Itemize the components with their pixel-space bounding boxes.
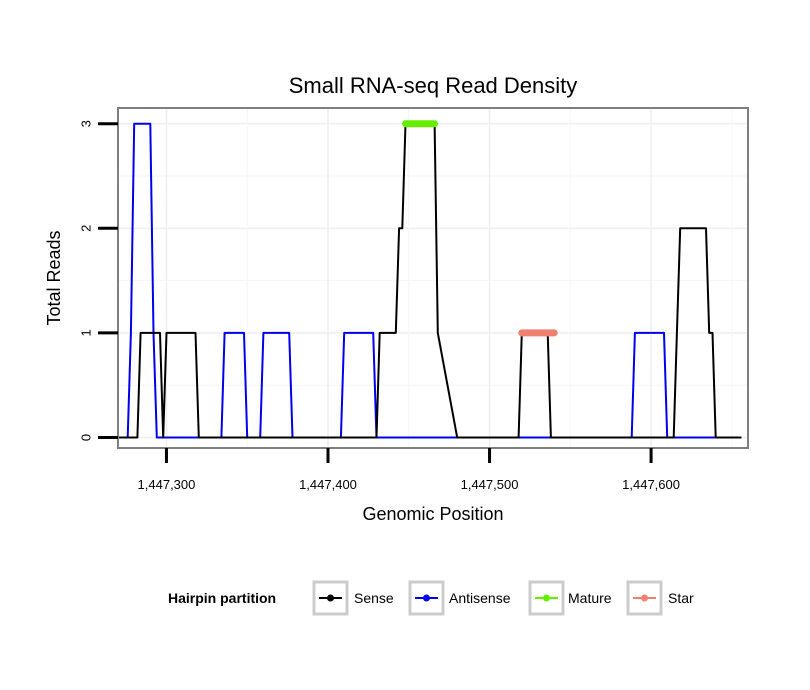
y-tick-label: 1 [78,329,93,336]
grid-lines [118,108,748,448]
chart-title: Small RNA-seq Read Density [289,73,578,98]
legend-label: Star [668,590,694,606]
y-axis-title: Total Reads [44,230,64,325]
legend-item-star: Star [626,580,694,616]
x-tick-label: 1,447,600 [622,477,680,492]
legend-label: Mature [568,590,612,606]
legend-key-dot [423,594,430,602]
legend-title: Hairpin partition [168,590,276,606]
plot-panel [118,108,748,448]
legend: Hairpin partition Sense Antisense Mature St… [168,580,694,616]
x-axis: 1,447,300 1,447,400 1,447,500 1,447,600 [138,448,680,492]
legend-item-antisense: Antisense [408,580,511,616]
series-line-sense [114,122,742,439]
legend-item-mature: Mature [528,580,612,616]
y-tick-label: 3 [78,120,93,127]
y-tick-label: 2 [78,225,93,232]
legend-key-dot [641,594,648,602]
legend-label: Antisense [449,590,511,606]
legend-key-dot [543,594,550,602]
series-layer [114,120,742,439]
x-tick-label: 1,447,500 [461,477,519,492]
y-tick-label: 0 [78,434,93,441]
legend-key-dot [327,594,334,602]
x-axis-title: Genomic Position [362,504,503,524]
x-tick-label: 1,447,400 [299,477,357,492]
x-tick-label: 1,447,300 [138,477,196,492]
plot-border [117,107,749,449]
y-axis: 0 1 2 3 [78,120,118,441]
legend-item-sense: Sense [312,580,394,616]
legend-label: Sense [354,590,394,606]
